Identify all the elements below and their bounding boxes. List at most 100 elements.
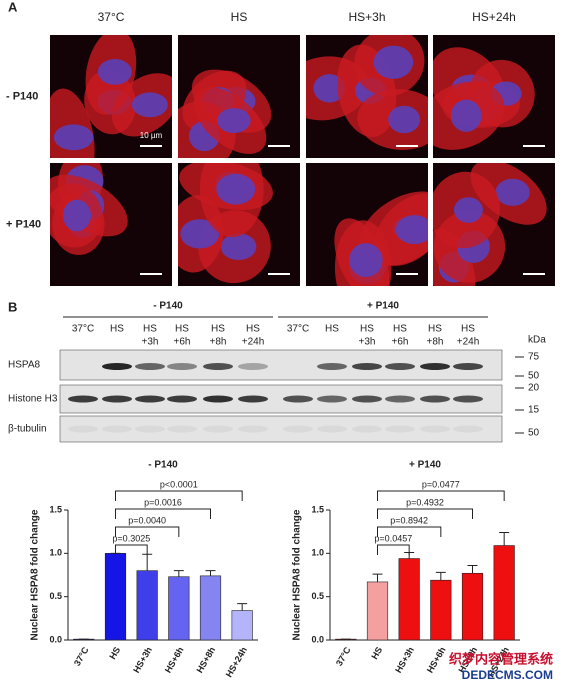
micrograph — [433, 35, 555, 158]
comparison-bracket — [115, 526, 180, 537]
band — [167, 363, 197, 370]
column-header: HS — [231, 10, 248, 24]
micrograph: 10 µm — [50, 35, 172, 158]
y-tick-label: 0.0 — [311, 634, 324, 644]
lane-label: +6h — [392, 337, 409, 348]
y-axis-label: Nuclear HSPA8 fold change — [30, 509, 41, 640]
p-value: p=0.0040 — [128, 515, 166, 525]
band — [317, 425, 347, 433]
lane-label: HS — [110, 324, 124, 335]
band — [135, 363, 165, 370]
column-header: 37°C — [98, 10, 125, 24]
nucleus — [53, 124, 94, 151]
micrograph — [178, 163, 300, 286]
bar — [136, 570, 158, 641]
lane-label: 37°C — [72, 324, 94, 335]
comparison-bracket — [115, 508, 211, 519]
marker-label: 75 — [528, 352, 540, 363]
lane-label: +3h — [359, 337, 376, 348]
band — [203, 425, 233, 433]
group-label: + P140 — [367, 301, 399, 312]
band — [420, 425, 450, 433]
band — [420, 363, 450, 370]
micrograph — [178, 35, 300, 158]
lane-label: HS — [461, 324, 475, 335]
band — [420, 395, 450, 403]
lane-label: +8h — [427, 337, 444, 348]
bar — [430, 579, 452, 641]
bar — [366, 581, 389, 641]
band — [352, 395, 382, 403]
micrograph-content — [178, 35, 300, 158]
band — [203, 363, 233, 370]
bar — [231, 610, 253, 641]
watermark: 织梦内容管理系统 — [449, 651, 553, 666]
error-bar — [237, 603, 248, 611]
band — [283, 395, 313, 403]
nucleus — [388, 105, 421, 134]
lane-label: HS — [246, 324, 260, 335]
band — [203, 395, 233, 403]
bar — [104, 553, 127, 641]
lane-label: HS — [360, 324, 374, 335]
comparison-bracket — [115, 490, 243, 501]
band — [453, 395, 483, 403]
micrograph-content — [306, 35, 428, 158]
band — [167, 425, 197, 433]
micrograph — [50, 163, 172, 286]
lane-label: HS — [143, 324, 157, 335]
micrograph-content — [50, 163, 172, 286]
comparison-bracket — [377, 490, 505, 501]
band — [68, 395, 98, 403]
chart-title: - P140 — [148, 460, 178, 471]
micrograph-content — [50, 35, 172, 158]
nucleus — [62, 199, 91, 232]
lane-label: +8h — [210, 337, 227, 348]
band — [317, 363, 347, 370]
lane-label: HS — [428, 324, 442, 335]
band — [385, 425, 415, 433]
band — [135, 395, 165, 403]
bar — [461, 572, 484, 641]
error-bar — [435, 571, 446, 581]
nucleus — [453, 197, 483, 223]
band — [135, 425, 165, 433]
error-bar — [499, 532, 510, 546]
unit-label: kDa — [528, 335, 546, 346]
band — [238, 363, 268, 370]
scale-bar-label: 10 µm — [140, 131, 163, 140]
y-tick-label: 1.0 — [311, 548, 324, 558]
marker-label: 15 — [528, 405, 540, 416]
p-value: p<0.0001 — [160, 479, 198, 489]
y-tick-label: 1.5 — [311, 504, 324, 514]
p-value: p=0.0477 — [422, 479, 460, 489]
band — [102, 395, 132, 403]
error-bar — [173, 570, 184, 577]
error-bar — [467, 564, 478, 574]
nucleus — [131, 92, 168, 118]
band — [238, 395, 268, 403]
lane-label: HS — [393, 324, 407, 335]
band — [317, 395, 347, 403]
y-tick-label: 0.5 — [311, 591, 324, 601]
micrograph — [306, 35, 428, 158]
lane-label: 37°C — [287, 324, 309, 335]
lane-label: +3h — [142, 337, 159, 348]
micrograph — [433, 163, 555, 286]
nucleus — [495, 178, 530, 206]
bar — [398, 558, 420, 641]
nucleus — [450, 99, 482, 132]
p-value: p=0.3025 — [112, 533, 150, 543]
error-bar — [205, 570, 216, 576]
p-value: p=0.8942 — [390, 515, 428, 525]
comparison-bracket — [115, 544, 148, 555]
bar — [199, 575, 222, 641]
micrograph-content — [178, 163, 300, 286]
nucleus — [220, 233, 257, 261]
column-header: HS+24h — [472, 10, 516, 24]
panel-letter: B — [8, 299, 17, 314]
band — [283, 425, 313, 433]
y-tick-label: 1.0 — [49, 548, 62, 558]
band — [102, 425, 132, 433]
